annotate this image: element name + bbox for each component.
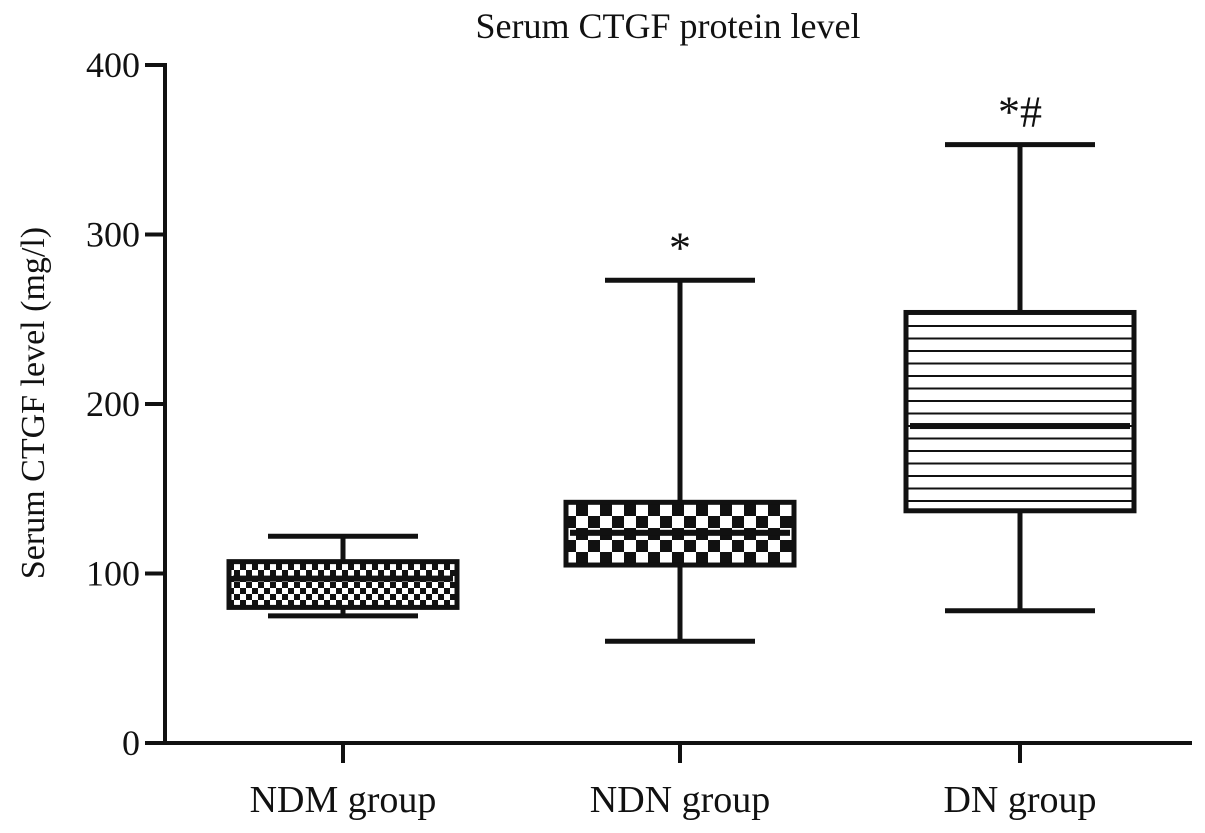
iqr-box [226, 559, 460, 610]
x-tick-label: DN group [943, 779, 1096, 821]
y-axis-label: Serum CTGF level (mg/l) [15, 227, 52, 579]
y-tick-label: 100 [86, 554, 140, 594]
significance-annotation: * [669, 223, 691, 272]
x-ticks: NDM group NDN group DN group [250, 743, 1097, 821]
median-line [233, 575, 453, 582]
box-group [226, 533, 460, 619]
median-line [910, 423, 1130, 430]
boxes: * *# [226, 88, 1137, 644]
x-tick-label: NDM group [250, 779, 437, 821]
y-tick-label: 400 [86, 45, 140, 85]
median-line [570, 529, 790, 536]
x-tick-label: NDN group [590, 779, 770, 821]
significance-annotation: *# [998, 88, 1042, 137]
y-tick-label: 300 [86, 215, 140, 255]
box-group: * [563, 223, 797, 644]
y-tick-label: 200 [86, 384, 140, 424]
box-group: *# [903, 88, 1137, 614]
iqr-box [903, 309, 1137, 514]
y-tick-label: 0 [122, 723, 140, 763]
y-ticks: 0 100 200 300 400 [86, 45, 165, 763]
chart-title: Serum CTGF protein level [476, 6, 861, 46]
